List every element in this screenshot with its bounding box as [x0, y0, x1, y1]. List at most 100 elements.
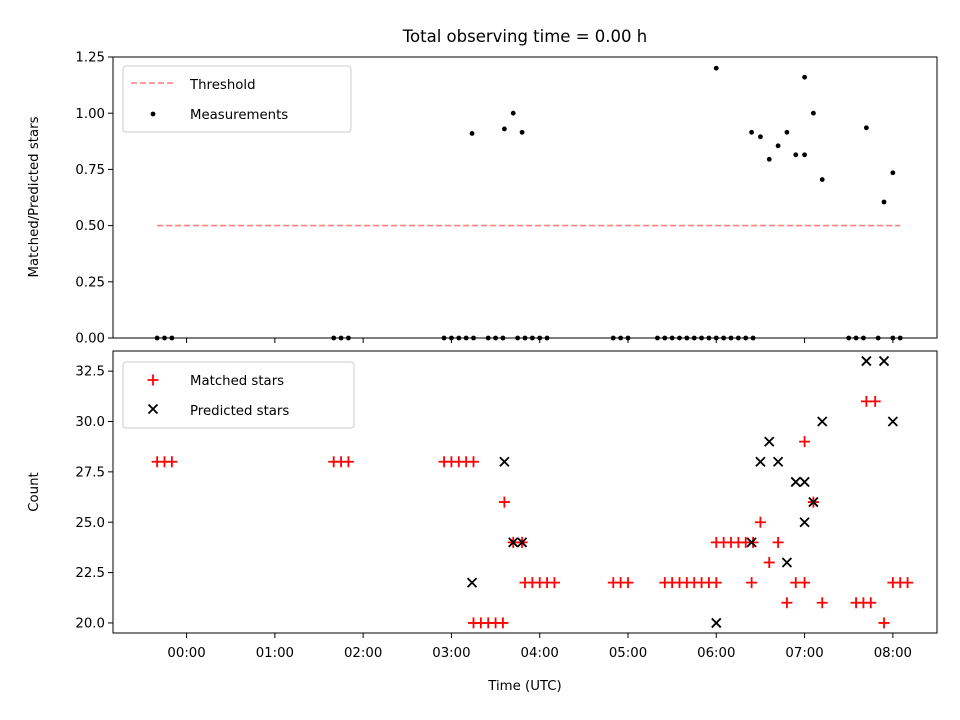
bottom-axes-frame	[112, 350, 938, 634]
measurement-point	[713, 65, 719, 71]
matched-star-point	[799, 577, 811, 589]
x-tick-label: 07:00	[785, 646, 823, 661]
bottom-legend: Matched stars Predicted stars	[122, 361, 355, 429]
measurement-point	[749, 129, 754, 135]
matched-star-point	[497, 617, 509, 629]
matched-star-point	[710, 577, 722, 589]
predicted-star-point	[861, 355, 872, 367]
measurement-point	[510, 110, 516, 116]
predicted-star-point	[887, 416, 898, 427]
top-legend: Threshold Measurements	[122, 65, 352, 133]
matched-star-point	[878, 617, 890, 629]
y-tick-label: 20.0	[75, 617, 105, 632]
predicted-star-point	[516, 537, 528, 548]
matched-star-point	[869, 395, 881, 407]
measurement-point	[811, 110, 816, 116]
predicted-star-point	[878, 355, 890, 367]
measurement-point	[802, 152, 807, 158]
measurement-point	[881, 199, 887, 205]
y-tick-label: 1.00	[75, 107, 105, 122]
legend-threshold-label: Threshold	[189, 78, 256, 93]
bottom-x-ticks: 00:00 01:00 02:00 03:00 04:00 05:00 06:00 07:00…	[167, 633, 912, 661]
y-tick-label: 25.0	[75, 516, 105, 531]
legend-matched-swatch	[147, 374, 159, 386]
measurement-point	[819, 177, 825, 182]
measurement-point	[793, 152, 799, 158]
matched-star-point	[342, 456, 354, 468]
matched-star-point	[548, 577, 560, 589]
predicted-star-point	[799, 476, 810, 488]
top-y-axis-label: Matched/Predicted stars	[27, 116, 42, 277]
y-tick-label: 1.25	[75, 51, 105, 66]
matched-star-point	[498, 496, 510, 508]
y-tick-label: 0.25	[75, 275, 105, 290]
top-panel: 0.00 0.25 0.50 0.75 1.00 1.25 Matched/Predict…	[27, 51, 938, 347]
predicted-star-point	[711, 617, 722, 629]
x-tick-label: 01:00	[256, 646, 294, 661]
predicted-star-point	[781, 557, 793, 568]
matched-star-point	[754, 516, 766, 528]
x-tick-label: 04:00	[521, 646, 559, 661]
top-legend-box	[122, 65, 352, 133]
matched-star-point	[902, 577, 914, 589]
measurement-point	[519, 129, 525, 135]
bottom-panel: 20.0 22.5 25.0 27.5 30.0 32.5 00:00 01:00 02:00…	[27, 350, 938, 694]
predicted-star-point	[499, 456, 510, 467]
bottom-plot-area	[151, 355, 914, 629]
matched-star-point	[763, 557, 775, 568]
x-tick-label: 00:00	[167, 646, 205, 661]
measurement-point	[890, 170, 896, 176]
measurement-point	[469, 131, 475, 136]
x-tick-label: 06:00	[697, 646, 735, 661]
x-axis-label: Time (UTC)	[487, 679, 562, 694]
predicted-star-point	[746, 537, 757, 548]
measurement-point	[863, 125, 869, 131]
y-tick-label: 27.5	[75, 465, 105, 480]
predicted-star-point	[755, 456, 766, 467]
y-tick-label: 22.5	[75, 566, 105, 581]
y-tick-label: 32.5	[75, 365, 105, 380]
bottom-y-axis-label: Count	[27, 472, 42, 512]
measurement-point	[766, 156, 772, 162]
x-tick-label: 02:00	[344, 646, 382, 661]
measurement-point	[802, 74, 807, 80]
matched-star-point	[468, 456, 479, 468]
measurement-point	[502, 126, 507, 132]
y-tick-label: 30.0	[75, 415, 105, 430]
legend-measurements-swatch	[150, 111, 156, 117]
predicted-star-point	[772, 456, 784, 467]
legend-predicted-swatch	[147, 403, 159, 415]
top-y-ticks: 0.00 0.25 0.50 0.75 1.00 1.25	[75, 51, 113, 347]
predicted-star-point	[466, 577, 478, 588]
legend-matched-label: Matched stars	[190, 374, 284, 389]
matched-star-point	[799, 436, 811, 448]
legend-predicted-label: Predicted stars	[190, 404, 289, 419]
measurement-point	[784, 129, 790, 135]
top-x-ticks	[186, 338, 894, 343]
bottom-y-ticks: 20.0 22.5 25.0 27.5 30.0 32.5	[75, 365, 113, 632]
predicted-star-point	[790, 476, 801, 488]
predicted-star-point	[817, 416, 828, 427]
top-axes-frame	[112, 56, 938, 339]
matched-star-point	[622, 577, 634, 589]
matched-star-point	[816, 597, 828, 609]
predicted-star-point	[508, 537, 519, 548]
y-tick-label: 0.00	[75, 332, 105, 347]
bottom-legend-box	[122, 361, 355, 429]
matched-star-point	[746, 577, 758, 589]
measurement-point	[775, 143, 781, 149]
legend-measurements-label: Measurements	[190, 108, 288, 123]
matched-star-point	[772, 536, 784, 548]
matched-star-point	[781, 597, 793, 609]
chart-title: Total observing time = 0.00 h	[402, 27, 647, 46]
predicted-star-point	[808, 496, 819, 508]
measurement-point	[758, 134, 763, 140]
predicted-star-point	[764, 436, 775, 447]
x-tick-label: 08:00	[874, 646, 912, 661]
x-tick-label: 03:00	[432, 646, 470, 661]
matched-star-point	[865, 597, 877, 609]
matched-star-point	[166, 456, 178, 468]
y-tick-label: 0.50	[75, 219, 105, 234]
y-tick-label: 0.75	[75, 163, 105, 178]
